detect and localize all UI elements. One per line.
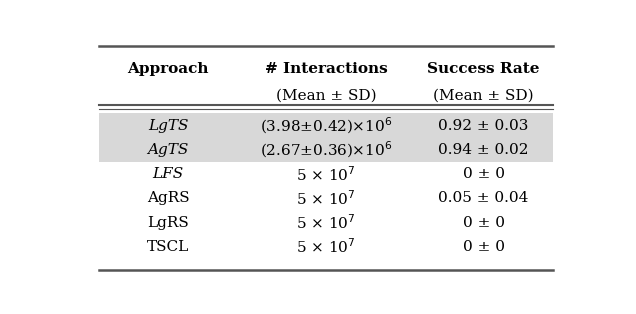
Text: LgTS: LgTS	[148, 119, 188, 133]
Text: 0.05 ± 0.04: 0.05 ± 0.04	[438, 192, 529, 205]
Text: 0 ± 0: 0 ± 0	[462, 167, 505, 181]
Text: 0 ± 0: 0 ± 0	[462, 216, 505, 230]
Bar	[99, 113, 553, 162]
Text: 5 × 10$^7$: 5 × 10$^7$	[296, 165, 356, 184]
Text: AgTS: AgTS	[148, 143, 189, 157]
Text: Success Rate: Success Rate	[427, 62, 540, 76]
Text: 5 × 10$^7$: 5 × 10$^7$	[296, 189, 356, 208]
Text: 0.92 ± 0.03: 0.92 ± 0.03	[438, 119, 529, 133]
Text: (3.98±0.42)×10$^6$: (3.98±0.42)×10$^6$	[260, 116, 392, 136]
Text: 5 × 10$^7$: 5 × 10$^7$	[296, 213, 356, 232]
Text: (Mean ± SD): (Mean ± SD)	[275, 89, 377, 103]
Text: LFS: LFS	[153, 167, 184, 181]
Text: 5 × 10$^7$: 5 × 10$^7$	[296, 237, 356, 256]
Text: (Mean ± SD): (Mean ± SD)	[433, 89, 534, 103]
Text: TSCL: TSCL	[147, 240, 190, 254]
Text: LgRS: LgRS	[148, 216, 189, 230]
Text: (2.67±0.36)×10$^6$: (2.67±0.36)×10$^6$	[260, 140, 392, 160]
Text: # Interactions: # Interactions	[265, 62, 387, 76]
Text: AgRS: AgRS	[147, 192, 190, 205]
Text: 0 ± 0: 0 ± 0	[462, 240, 505, 254]
Text: Approach: Approach	[127, 62, 209, 76]
Text: 0.94 ± 0.02: 0.94 ± 0.02	[438, 143, 529, 157]
